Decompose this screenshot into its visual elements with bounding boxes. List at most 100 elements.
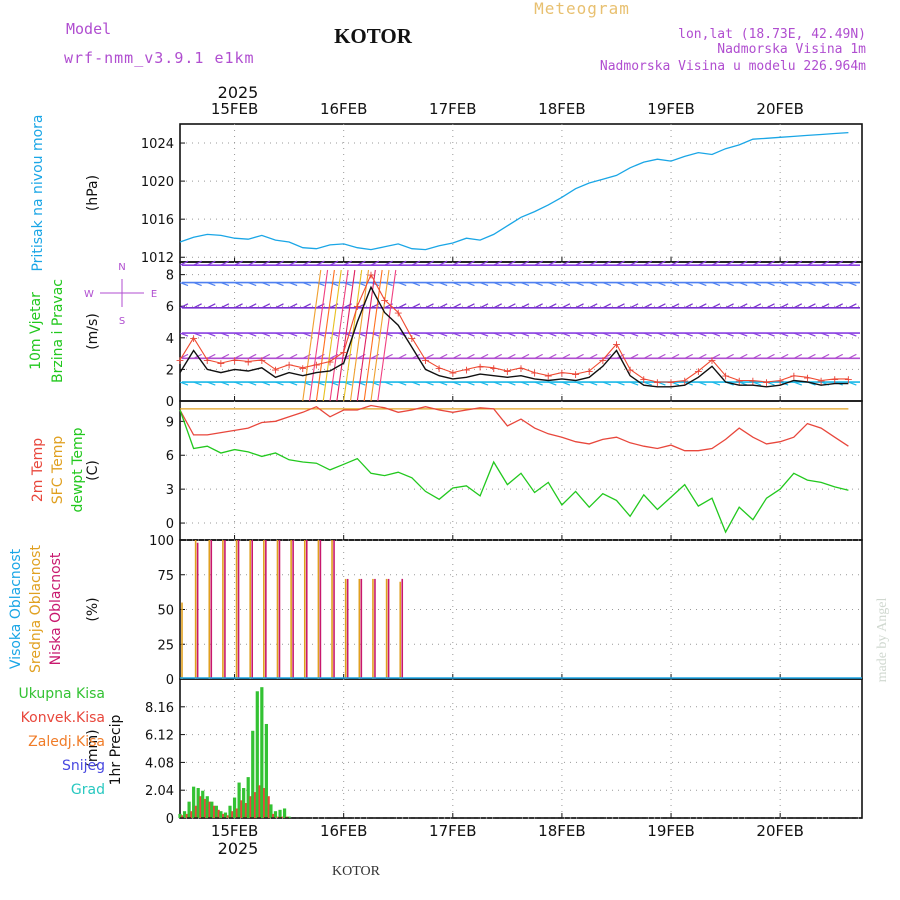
wind-gust-marker: + (776, 374, 785, 387)
wind-gust-marker: + (530, 367, 539, 380)
credit: made by Angel (875, 598, 890, 683)
y-tick-label: 75 (157, 569, 174, 584)
wind-gust-marker: + (748, 374, 757, 387)
precip-total-bar (223, 812, 228, 818)
wind-gust-marker: + (312, 359, 321, 372)
precip-total-bar (210, 801, 214, 818)
wind-gust-marker: + (816, 374, 825, 387)
pressure-axis-label: Pritisak na nivou mora (30, 114, 46, 271)
wind-barb (179, 303, 189, 309)
y-tick-label: 9 (166, 415, 174, 430)
x-tick-label-bottom: 16FEB (320, 822, 367, 840)
precip-total-bar (242, 788, 246, 818)
precip-total-bar (232, 797, 237, 818)
precip-legend-item: Ukupna Kisa (18, 686, 105, 702)
footer-station: KOTOR (332, 864, 381, 879)
wind-gust-marker: + (571, 368, 580, 381)
precip-conv-bar (235, 808, 238, 818)
x-tick-label-bottom: 18FEB (538, 822, 585, 840)
x-tick-label-bottom: 20FEB (756, 822, 803, 840)
precip-total-bar (287, 816, 291, 818)
wind-gust-barb (322, 269, 342, 402)
page-title: Meteogram (534, 0, 630, 18)
x-tick-label-top: 19FEB (647, 100, 694, 118)
y-tick-label: 4.08 (145, 756, 174, 771)
wind-gust-marker: + (285, 359, 294, 372)
wind-gust-barb (363, 269, 383, 402)
precip-conv-bar (181, 815, 184, 818)
y-tick-label: 8 (166, 269, 174, 284)
model-elevation-label: Nadmorska Visina u modelu 226.964m (600, 59, 866, 74)
model-name: wrf-nmm_v3.9.1 e1km (64, 49, 255, 67)
wind-gust-marker: + (448, 367, 457, 380)
wind-gust-marker: + (612, 338, 621, 351)
panel-frame (179, 678, 863, 819)
x-tick-label-top: 17FEB (429, 100, 476, 118)
wind-axis-label-2: Brzina i Pravac (50, 279, 66, 383)
precip-conv-bar (222, 813, 225, 818)
wind-gust-marker: + (557, 367, 566, 380)
station-title: KOTOR (334, 24, 413, 48)
precip-legend-item: Grad (71, 782, 105, 798)
precip-conv-bar (285, 816, 288, 818)
wind-gust-marker: + (394, 307, 403, 320)
unit-label: (mm) (85, 729, 101, 767)
wind-gust-barb (315, 269, 335, 402)
wind-gust-marker: + (503, 365, 512, 378)
wind-gust-marker: + (366, 269, 375, 282)
low-cloud-axis-label: Niska Oblacnost (48, 552, 64, 665)
precip-legend-item: Zaledj.Kisa (28, 734, 105, 750)
wind-barb (179, 260, 189, 266)
y-tick-label: 0 (166, 395, 174, 410)
y-tick-label: 1020 (141, 175, 174, 190)
wind-gust-marker: + (762, 376, 771, 389)
y-tick-label: 8.16 (145, 701, 174, 716)
y-tick-label: 4 (166, 332, 174, 347)
precip-total-bar (201, 790, 205, 818)
x-tick-label-bottom: 15FEB (211, 822, 258, 840)
x-tick-label-bottom: 17FEB (429, 822, 476, 840)
precip-conv-bar (199, 796, 202, 818)
wind-gust-marker: + (325, 356, 334, 369)
precip-legend-item: Konvek.Kisa (21, 710, 105, 726)
wind-gust-marker: + (244, 356, 253, 369)
wind-gust-barb (356, 269, 376, 402)
wind-gust-marker: + (353, 300, 362, 313)
high-cloud-axis-label: Visoka Oblacnost (8, 548, 24, 669)
wind-gust-marker: + (803, 371, 812, 384)
compass-n: N (118, 262, 125, 273)
wind-gust-barb (309, 269, 329, 402)
wind-gust-marker: + (653, 376, 662, 389)
wind-gust-marker: + (230, 354, 239, 367)
y-tick-label: 1016 (141, 213, 174, 228)
precip-total-bar (219, 811, 223, 818)
precip-conv-bar (208, 801, 211, 818)
wind-gust-marker: + (585, 365, 594, 378)
y-tick-label: 0 (166, 517, 174, 532)
compass-e: E (151, 289, 157, 300)
wind-gust-marker: + (298, 362, 307, 375)
wind-gust-marker: + (407, 332, 416, 345)
wind-axis-label: 10m Vjetar (28, 292, 44, 370)
precip-total-bar (228, 805, 232, 818)
wind-barb (179, 332, 189, 337)
wind-gust-barb (329, 269, 349, 402)
wind-gust-marker: + (626, 363, 635, 376)
wind-gust-marker: + (666, 376, 675, 389)
precip-total-bar (255, 691, 259, 818)
wind-barb (179, 281, 189, 287)
wind-gust-marker: + (707, 354, 716, 367)
wind-gust-marker: + (475, 360, 484, 373)
unit-label: (C) (85, 460, 101, 481)
y-tick-label: 6.12 (145, 729, 174, 744)
wind-gust-marker: + (598, 354, 607, 367)
precip-conv-bar (244, 803, 248, 818)
precip-total-bar (187, 801, 191, 818)
wind-gust-marker: + (435, 362, 444, 375)
y-tick-label: 1012 (141, 251, 174, 266)
x-tick-label-top: 18FEB (538, 100, 585, 118)
unit-label: (hPa) (85, 175, 101, 211)
wind-gust-marker: + (544, 370, 553, 383)
precip-total-bar (214, 805, 218, 818)
wind-gust-marker: + (680, 374, 689, 387)
